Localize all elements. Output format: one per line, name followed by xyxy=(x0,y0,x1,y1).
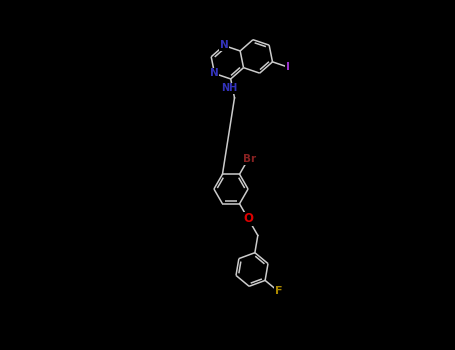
Text: I: I xyxy=(286,62,290,72)
Text: O: O xyxy=(243,212,253,225)
Text: Br: Br xyxy=(243,154,257,164)
Text: F: F xyxy=(275,286,282,296)
Text: N: N xyxy=(220,41,228,50)
Text: NH: NH xyxy=(221,83,237,93)
Text: N: N xyxy=(210,69,219,78)
